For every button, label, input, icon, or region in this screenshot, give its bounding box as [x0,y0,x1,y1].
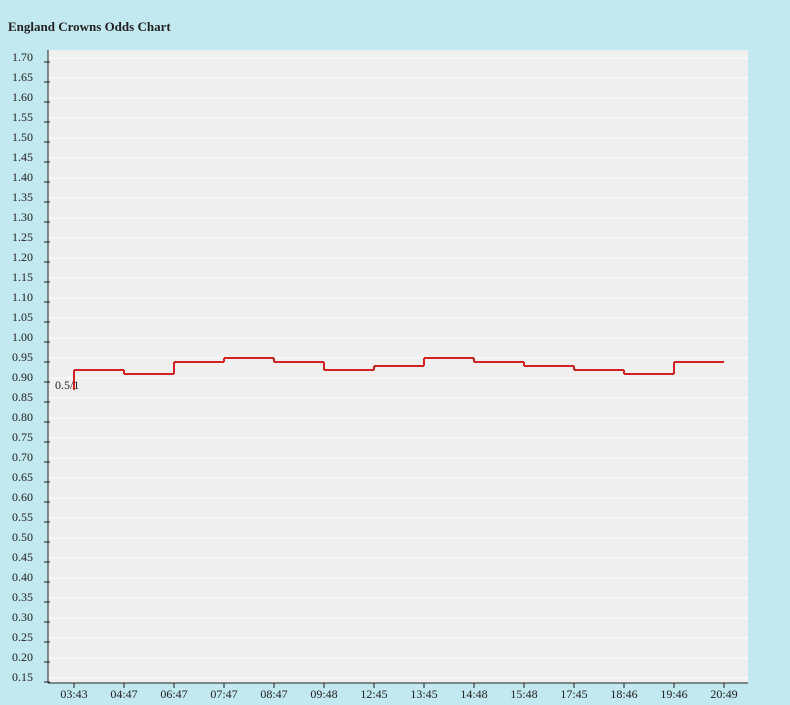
chart-title: England Crowns Odds Chart [8,19,171,34]
x-tick-label: 13:45 [410,687,437,701]
annotation: 0.5/1 [55,378,79,392]
y-tick-label: 0.25 [12,630,33,644]
x-tick-label: 12:45 [360,687,387,701]
y-tick-label: 1.70 [12,50,33,64]
x-tick-label: 20:49 [710,687,737,701]
y-tick-label: 0.75 [12,430,33,444]
y-tick-label: 0.60 [12,490,33,504]
y-tick-label: 0.20 [12,650,33,664]
x-tick-label: 09:48 [310,687,337,701]
y-tick-label: 0.50 [12,530,33,544]
y-tick-label: 0.55 [12,510,33,524]
x-tick-label: 18:46 [610,687,637,701]
y-tick-label: 1.40 [12,170,33,184]
y-tick-label: 1.35 [12,190,33,204]
y-tick-label: 0.35 [12,590,33,604]
y-tick-label: 1.00 [12,330,33,344]
y-tick-label: 1.50 [12,130,33,144]
y-tick-label: 0.85 [12,390,33,404]
y-tick-label: 0.65 [12,470,33,484]
x-tick-label: 14:48 [460,687,487,701]
y-tick-label: 1.55 [12,110,33,124]
x-tick-label: 06:47 [160,687,187,701]
y-tick-label: 0.95 [12,350,33,364]
y-tick-label: 0.40 [12,570,33,584]
y-tick-label: 0.30 [12,610,33,624]
y-tick-label: 1.30 [12,210,33,224]
x-tick-label: 04:47 [110,687,137,701]
y-tick-label: 1.20 [12,250,33,264]
y-tick-label: 1.15 [12,270,33,284]
y-tick-label: 1.10 [12,290,33,304]
x-tick-label: 07:47 [210,687,237,701]
y-tick-label: 1.05 [12,310,33,324]
y-tick-label: 0.45 [12,550,33,564]
x-tick-label: 19:46 [660,687,687,701]
x-tick-label: 15:48 [510,687,537,701]
y-tick-label: 0.15 [12,670,33,684]
x-tick-label: 17:45 [560,687,587,701]
x-tick-label: 08:47 [260,687,287,701]
y-tick-label: 0.90 [12,370,33,384]
y-tick-label: 0.70 [12,450,33,464]
y-tick-label: 1.60 [12,90,33,104]
y-tick-label: 1.65 [12,70,33,84]
y-tick-label: 0.80 [12,410,33,424]
x-tick-label: 03:43 [60,687,87,701]
y-tick-label: 1.25 [12,230,33,244]
y-tick-label: 1.45 [12,150,33,164]
